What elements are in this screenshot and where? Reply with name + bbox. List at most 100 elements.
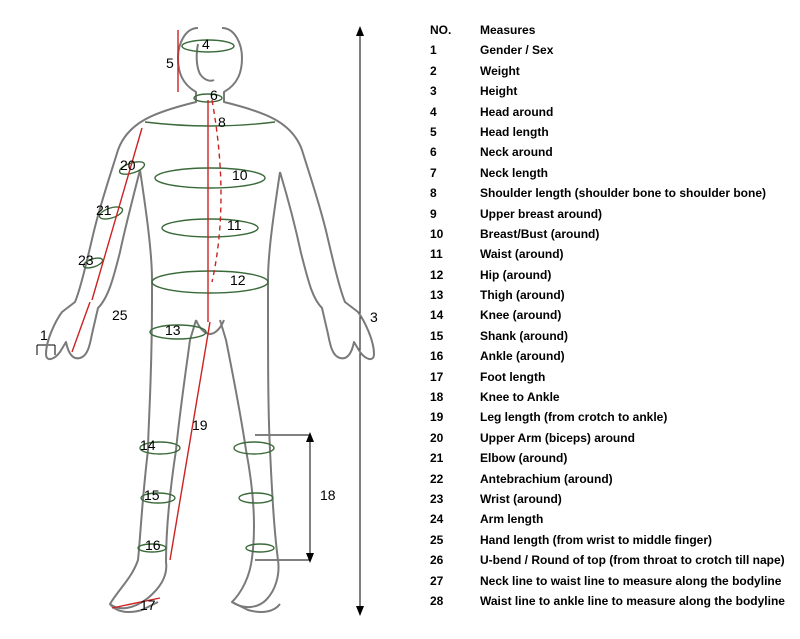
row-label: Knee (around) [480, 305, 790, 325]
row-no: 15 [430, 326, 480, 346]
figure-label-21: 21 [96, 202, 112, 218]
row-no: 17 [430, 367, 480, 387]
row-label: U-bend / Round of top (from throat to cr… [480, 550, 790, 570]
row-no: 28 [430, 591, 480, 611]
row-no: 4 [430, 102, 480, 122]
row-no: 25 [430, 530, 480, 550]
row-no: 5 [430, 122, 480, 142]
table-header: NO. Measures [430, 20, 790, 40]
row-label: Foot length [480, 367, 790, 387]
table-row: 22Antebrachium (around) [430, 469, 790, 489]
row-no: 8 [430, 183, 480, 203]
row-label: Neck around [480, 142, 790, 162]
row-label: Upper Arm (biceps) around [480, 428, 790, 448]
figure-label-6: 6 [210, 87, 218, 103]
row-no: 7 [430, 163, 480, 183]
line-shoulder [145, 122, 275, 126]
table-row: 27Neck line to waist line to measure alo… [430, 571, 790, 591]
table-row: 8Shoulder length (shoulder bone to shoul… [430, 183, 790, 203]
figure-label-12: 12 [230, 272, 246, 288]
row-label: Leg length (from crotch to ankle) [480, 407, 790, 427]
row-label: Head around [480, 102, 790, 122]
figure-label-23: 23 [78, 252, 94, 268]
dimension-knee-ankle [255, 432, 314, 563]
table-row: 14Knee (around) [430, 305, 790, 325]
figure-label-16: 16 [145, 537, 161, 553]
table-row: 28Waist line to ankle line to measure al… [430, 591, 790, 611]
row-label: Breast/Bust (around) [480, 224, 790, 244]
figure-label-8: 8 [218, 114, 226, 130]
figure-label-11: 11 [227, 217, 242, 233]
table-row: 26U-bend / Round of top (from throat to … [430, 550, 790, 570]
figure-label-18: 18 [320, 487, 336, 503]
row-label: Height [480, 81, 790, 101]
row-no: 22 [430, 469, 480, 489]
table-row: 18Knee to Ankle [430, 387, 790, 407]
figure-label-4: 4 [202, 36, 210, 52]
table-row: 1Gender / Sex [430, 40, 790, 60]
body-outline [46, 28, 374, 612]
row-label: Upper breast around) [480, 204, 790, 224]
figure-label-1: 1 [40, 327, 48, 343]
row-label: Knee to Ankle [480, 387, 790, 407]
figure-label-25: 25 [112, 307, 128, 323]
row-no: 3 [430, 81, 480, 101]
figure-label-15: 15 [144, 487, 160, 503]
table-row: 23Wrist (around) [430, 489, 790, 509]
table-row: 16Ankle (around) [430, 346, 790, 366]
row-no: 19 [430, 407, 480, 427]
figure-label-13: 13 [165, 322, 181, 338]
row-label: Elbow (around) [480, 448, 790, 468]
row-label: Shoulder length (shoulder bone to should… [480, 183, 790, 203]
row-no: 6 [430, 142, 480, 162]
table-row: 13Thigh (around) [430, 285, 790, 305]
table-row: 24Arm length [430, 509, 790, 529]
figure-label-10: 10 [232, 167, 248, 183]
row-label: Wrist (around) [480, 489, 790, 509]
table-row: 10Breast/Bust (around) [430, 224, 790, 244]
row-label: Neck line to waist line to measure along… [480, 571, 790, 591]
table-row: 19Leg length (from crotch to ankle) [430, 407, 790, 427]
row-no: 27 [430, 571, 480, 591]
row-no: 18 [430, 387, 480, 407]
red-measurement-lines [72, 30, 221, 608]
ellipse-waist [162, 219, 258, 237]
row-no: 11 [430, 244, 480, 264]
row-no: 10 [430, 224, 480, 244]
measurement-ellipses [82, 40, 275, 552]
table-row: 6Neck around [430, 142, 790, 162]
figure-label-17: 17 [140, 597, 156, 613]
row-label: Ankle (around) [480, 346, 790, 366]
row-label: Arm length [480, 509, 790, 529]
table-row: 7Neck length [430, 163, 790, 183]
table-row: 9Upper breast around) [430, 204, 790, 224]
row-label: Head length [480, 122, 790, 142]
table-row: 4Head around [430, 102, 790, 122]
table-row: 2Weight [430, 61, 790, 81]
row-no: 9 [430, 204, 480, 224]
figure-label-20: 20 [120, 157, 136, 173]
row-label: Gender / Sex [480, 40, 790, 60]
row-label: Shank (around) [480, 326, 790, 346]
body-measurement-figure: 1345681011121314151617181920212325 [0, 0, 420, 634]
table-row: 15Shank (around) [430, 326, 790, 346]
row-no: 1 [430, 40, 480, 60]
figure-label-5: 5 [166, 55, 174, 71]
table-row: 12Hip (around) [430, 265, 790, 285]
row-label: Waist (around) [480, 244, 790, 264]
row-label: Antebrachium (around) [480, 469, 790, 489]
row-no: 24 [430, 509, 480, 529]
table-row: 11Waist (around) [430, 244, 790, 264]
figure-label-19: 19 [192, 417, 208, 433]
row-no: 20 [430, 428, 480, 448]
row-no: 21 [430, 448, 480, 468]
header-measures: Measures [480, 20, 790, 40]
row-no: 12 [430, 265, 480, 285]
table-row: 21Elbow (around) [430, 448, 790, 468]
row-no: 16 [430, 346, 480, 366]
row-no: 26 [430, 550, 480, 570]
row-label: Hip (around) [480, 265, 790, 285]
table-row: 25Hand length (from wrist to middle fing… [430, 530, 790, 550]
row-no: 2 [430, 61, 480, 81]
row-label: Thigh (around) [480, 285, 790, 305]
